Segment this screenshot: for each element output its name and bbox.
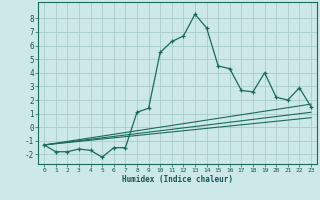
X-axis label: Humidex (Indice chaleur): Humidex (Indice chaleur) [122,175,233,184]
